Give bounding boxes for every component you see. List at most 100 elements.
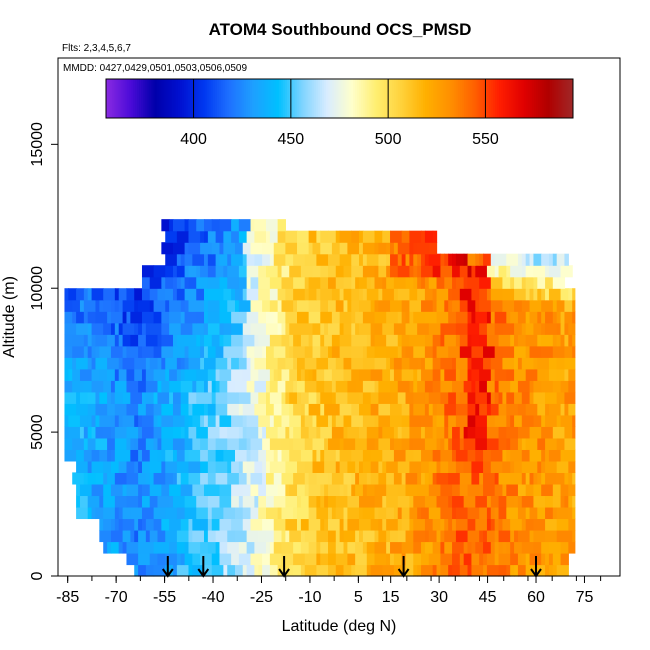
colorbar-step — [240, 79, 243, 118]
heat-cell — [219, 495, 232, 508]
heat-cell — [308, 242, 314, 255]
heat-cell — [285, 518, 298, 531]
heat-cell — [250, 518, 263, 531]
heat-cell — [300, 414, 306, 427]
heat-cell — [149, 472, 155, 485]
heat-cell — [417, 357, 422, 370]
heat-cell — [529, 380, 535, 393]
heat-cell — [297, 495, 302, 508]
heat-cell — [572, 334, 576, 347]
heat-cell — [188, 242, 201, 255]
heat-cell — [459, 472, 473, 485]
heat-cell — [448, 472, 461, 485]
heat-cell — [300, 322, 314, 335]
heat-cell — [533, 472, 538, 485]
heat-cell — [409, 414, 422, 427]
heat-cell — [440, 437, 445, 450]
heat-cell — [436, 426, 445, 439]
heat-cell — [432, 380, 442, 393]
heat-cell — [510, 311, 519, 324]
heat-cell — [421, 299, 434, 312]
heat-cell — [250, 299, 263, 312]
heat-cell — [545, 564, 550, 577]
heat-cell — [277, 288, 286, 301]
heat-cell — [498, 403, 507, 416]
colorbar-step — [189, 79, 193, 118]
x-tick-label: 75 — [576, 589, 594, 606]
heat-cell — [572, 288, 576, 301]
heat-cell — [424, 230, 434, 243]
heat-cell — [444, 253, 449, 266]
heat-cell — [386, 311, 399, 324]
heat-cell — [122, 357, 135, 370]
heat-cell — [479, 299, 492, 312]
heat-cell — [134, 322, 139, 335]
heat-cell — [432, 414, 438, 427]
heat-cell — [521, 518, 527, 531]
heat-cell — [211, 391, 217, 404]
heat-cell — [490, 391, 496, 404]
heat-cell — [467, 426, 476, 439]
heat-cell — [417, 368, 422, 381]
heat-cell — [428, 483, 442, 497]
heat-cell — [378, 253, 387, 266]
heat-cell — [510, 449, 523, 462]
heat-cell — [335, 552, 348, 566]
heat-cell — [514, 529, 519, 543]
colorbar-step — [224, 79, 228, 118]
heat-cell — [541, 460, 546, 473]
heat-cell — [246, 265, 259, 278]
heat-cell — [215, 265, 224, 278]
heat-cell — [95, 391, 100, 404]
heat-cell — [300, 529, 306, 543]
heat-cell — [556, 299, 566, 312]
heat-cell — [424, 253, 430, 266]
heat-cell — [192, 437, 201, 450]
heat-cell — [568, 541, 576, 554]
heat-cell — [386, 483, 399, 497]
heat-cell — [490, 357, 504, 370]
heat-cell — [351, 403, 360, 416]
heat-cell — [184, 426, 190, 439]
heat-cell — [110, 311, 124, 324]
heat-cell — [250, 391, 259, 404]
heat-cell — [207, 253, 217, 266]
colorbar-step — [547, 79, 551, 118]
heat-cell — [467, 334, 473, 347]
heat-cell — [231, 219, 240, 232]
heat-cell — [409, 265, 414, 278]
heat-cell — [548, 541, 562, 554]
colorbar-step — [255, 79, 259, 118]
heat-cell — [122, 529, 131, 543]
heat-cell — [83, 299, 97, 312]
heat-cell — [401, 472, 407, 485]
heat-cell — [87, 334, 93, 347]
heat-cell — [517, 334, 527, 347]
heat-cell — [506, 311, 511, 324]
heat-cell — [548, 449, 562, 462]
heat-cell — [424, 288, 434, 301]
heat-cell — [145, 357, 151, 370]
heat-cell — [134, 414, 139, 427]
heat-cell — [95, 311, 108, 324]
heat-cell — [145, 564, 155, 577]
heat-cell — [424, 472, 430, 485]
heat-cell — [114, 322, 120, 335]
colorbar-step — [141, 79, 144, 118]
colorbar-step — [438, 79, 442, 118]
heat-cell — [180, 483, 193, 497]
heat-cell — [227, 460, 232, 473]
heat-cell — [390, 357, 395, 370]
heat-cell — [459, 357, 469, 370]
heat-cell — [72, 345, 85, 358]
heat-cell — [405, 391, 411, 404]
heat-cell — [444, 322, 457, 335]
heat-cell — [548, 368, 558, 381]
heat-cell — [479, 380, 488, 393]
heat-cell — [378, 506, 387, 520]
heat-cell — [141, 506, 155, 520]
heat-cell — [87, 472, 97, 485]
heat-cell — [235, 506, 244, 520]
colorbar-step — [187, 79, 191, 118]
heat-cell — [409, 391, 414, 404]
